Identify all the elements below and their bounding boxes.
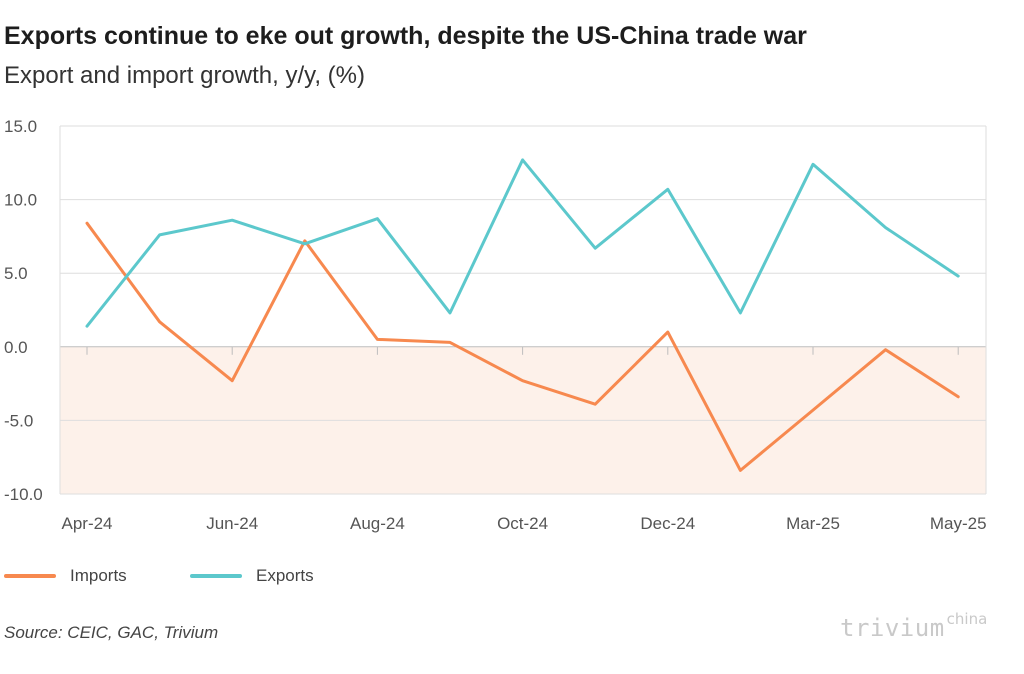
x-tick-label: Mar-25 <box>786 514 840 533</box>
y-tick-label: 0.0 <box>4 338 28 357</box>
chart-subtitle: Export and import growth, y/y, (%) <box>4 62 366 89</box>
source-note: Source: CEIC, GAC, Trivium <box>4 623 219 642</box>
exports-swatch <box>190 574 242 578</box>
line-chart: 15.0 10.0 5.0 0.0 -5.0 -10.0 Apr-24 Jun-24 Aug-… <box>4 117 987 533</box>
legend-label-imports: Imports <box>70 566 127 585</box>
x-tick-label: Aug-24 <box>350 514 405 533</box>
y-tick-label: -5.0 <box>4 411 33 430</box>
exports-line <box>85 158 960 328</box>
series-lines <box>85 158 960 472</box>
imports-swatch <box>4 574 56 578</box>
trivium-china-logo: trivium china <box>840 610 987 642</box>
x-axis-ticks: Apr-24 Jun-24 Aug-24 Oct-24 Dec-24 Mar-25 May-… <box>61 346 987 533</box>
y-tick-label: -10.0 <box>4 485 43 504</box>
x-tick-label: May-25 <box>930 514 987 533</box>
x-tick-label: Oct-24 <box>497 514 548 533</box>
logo-main-text: trivium <box>840 614 945 642</box>
logo-sup-text: china <box>946 610 988 628</box>
y-tick-label: 5.0 <box>4 264 28 283</box>
imports-line <box>85 221 960 472</box>
y-tick-label: 15.0 <box>4 117 37 136</box>
legend-item-imports: Imports <box>4 566 127 586</box>
y-tick-label: 10.0 <box>4 191 37 210</box>
x-tick-label: Dec-24 <box>640 514 695 533</box>
legend-item-exports: Exports <box>190 566 314 586</box>
y-axis-ticks: 15.0 10.0 5.0 0.0 -5.0 -10.0 <box>4 117 43 504</box>
x-tick-label: Apr-24 <box>61 514 112 533</box>
x-tick-label: Jun-24 <box>206 514 258 533</box>
chart-title: Exports continue to eke out growth, desp… <box>4 22 807 50</box>
legend-label-exports: Exports <box>256 566 314 585</box>
